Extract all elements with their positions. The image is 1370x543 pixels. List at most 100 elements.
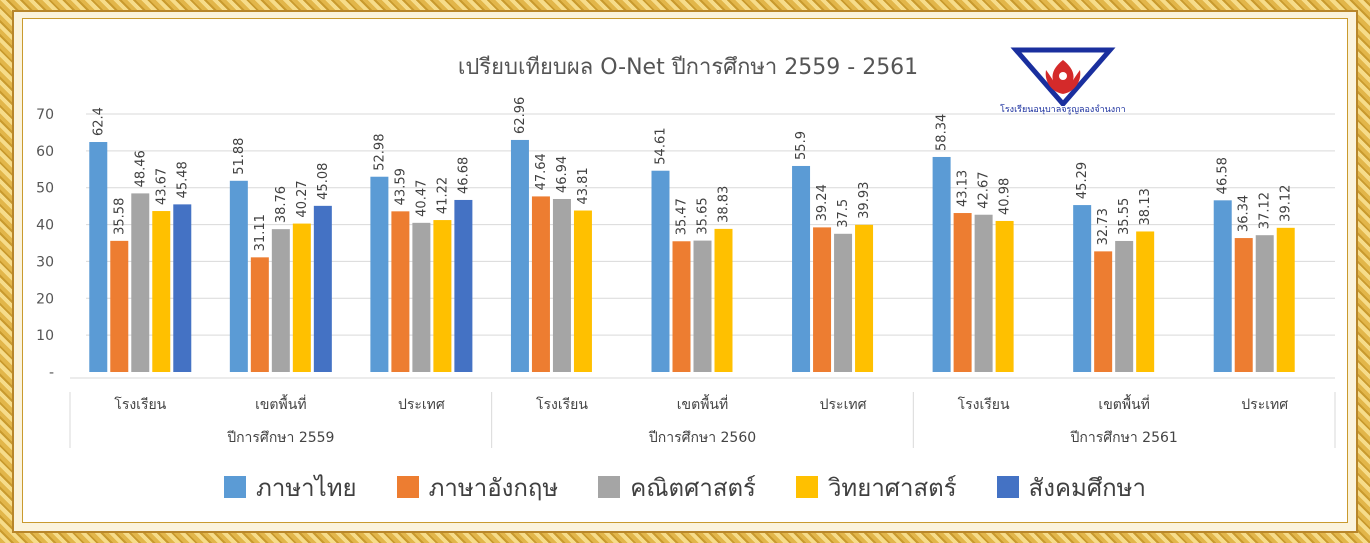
bar — [1255, 235, 1274, 372]
y-tick-label: 70 — [36, 107, 54, 123]
data-label: 40.27 — [295, 180, 310, 217]
data-label: 43.81 — [576, 167, 591, 204]
group-label: ปีการศึกษา 2559 — [227, 430, 335, 446]
legend-swatch-math — [598, 476, 621, 498]
legend-item-science: วิทยาศาสตร์ — [795, 468, 957, 507]
legend-swatch-science — [795, 476, 818, 498]
bar — [953, 213, 972, 372]
data-label: 37.5 — [836, 199, 851, 228]
bar — [995, 220, 1014, 372]
y-tick-label: 50 — [36, 181, 54, 197]
bar — [1213, 200, 1232, 372]
category-label: ประเทศ — [1241, 397, 1288, 413]
y-tick-label: 20 — [36, 291, 54, 307]
bar — [412, 222, 431, 372]
bar — [855, 224, 874, 372]
data-label: 38.76 — [274, 186, 289, 223]
bar — [1234, 238, 1253, 372]
bar — [1115, 240, 1134, 372]
y-tick-label: 60 — [36, 144, 54, 160]
bar — [510, 139, 529, 372]
bar — [229, 180, 248, 372]
data-label: 37.12 — [1258, 192, 1273, 229]
data-label: 32.73 — [1096, 208, 1111, 245]
legend-swatch-social — [996, 476, 1019, 498]
legend-item-social: สังคมศึกษา — [996, 468, 1146, 507]
bar — [714, 228, 733, 372]
legend-swatch-thai — [224, 476, 247, 498]
bar — [813, 227, 832, 372]
data-label: 39.12 — [1279, 185, 1294, 222]
bar — [391, 211, 410, 372]
legend-label-thai: ภาษาไทย — [256, 473, 357, 502]
category-label: ประเทศ — [820, 397, 867, 413]
bar — [531, 196, 550, 372]
group-label: ปีการศึกษา 2560 — [648, 430, 756, 446]
bar — [573, 210, 592, 372]
category-label: ประเทศ — [398, 397, 445, 413]
category-label: โรงเรียน — [958, 396, 1010, 413]
data-label: 45.48 — [175, 161, 190, 198]
data-label: 55.9 — [794, 131, 809, 160]
data-label: 47.64 — [534, 153, 549, 190]
bar — [173, 204, 192, 372]
bar — [974, 214, 993, 372]
data-label: 39.24 — [815, 184, 830, 221]
data-label: 46.68 — [456, 157, 471, 194]
school-emblem-icon — [1010, 47, 1116, 108]
bar — [433, 220, 452, 372]
legend-item-english: ภาษาอังกฤษ — [396, 468, 559, 507]
data-label: 35.55 — [1117, 198, 1132, 235]
legend-label-english: ภาษาอังกฤษ — [428, 473, 559, 502]
category-label: โรงเรียน — [114, 396, 166, 413]
bar — [370, 176, 389, 372]
legend-item-math: คณิตศาสตร์ — [598, 468, 756, 507]
school-logo: โรงเรียนอนุบาลจรูญลองจำนงการ — [1000, 46, 1126, 124]
bar — [792, 165, 811, 372]
data-label: 43.13 — [956, 170, 971, 207]
bar — [131, 193, 150, 372]
bar — [552, 198, 571, 372]
data-label: 62.4 — [91, 107, 106, 136]
bar — [932, 156, 951, 372]
data-label: 38.13 — [1138, 188, 1153, 225]
group-label: ปีการศึกษา 2561 — [1070, 430, 1178, 446]
data-label: 48.46 — [133, 150, 148, 187]
category-label: เขตพื้นที่ — [677, 394, 728, 413]
data-label: 43.67 — [154, 168, 169, 205]
bars — [89, 139, 1295, 372]
bar — [1276, 227, 1295, 372]
data-label: 41.22 — [435, 177, 450, 214]
bar — [1136, 231, 1155, 372]
legend-label-science: วิทยาศาสตร์ — [827, 473, 957, 502]
category-label: เขตพื้นที่ — [255, 394, 306, 413]
data-label: 35.58 — [112, 198, 127, 235]
bar — [1073, 205, 1092, 372]
data-label: 43.59 — [393, 168, 408, 205]
bar — [152, 211, 171, 372]
data-label: 36.34 — [1237, 195, 1252, 232]
bar — [693, 240, 712, 372]
data-label: 45.29 — [1075, 162, 1090, 199]
bar — [110, 240, 129, 372]
y-tick-label: 10 — [36, 328, 54, 344]
chart-title: เปรียบเทียบผล O-Net ปีการศึกษา 2559 - 25… — [458, 55, 918, 80]
chart-legend: ภาษาไทย ภาษาอังกฤษ คณิตศาสตร์ วิทยาศาสตร… — [0, 470, 1370, 504]
data-label: 58.34 — [935, 114, 950, 151]
data-label: 40.47 — [414, 180, 429, 217]
data-label: 45.08 — [316, 163, 331, 200]
category-label: โรงเรียน — [536, 396, 588, 413]
bar — [672, 241, 691, 372]
bar — [292, 223, 311, 372]
data-label: 42.67 — [977, 172, 992, 209]
bar — [89, 142, 108, 372]
data-label: 38.83 — [717, 186, 732, 223]
bar — [834, 233, 853, 372]
data-label: 52.98 — [372, 134, 387, 171]
bar — [313, 205, 332, 372]
y-tick-label: 30 — [36, 254, 54, 270]
legend-item-thai: ภาษาไทย — [224, 468, 357, 507]
bar — [454, 199, 473, 372]
data-label: 51.88 — [232, 138, 247, 175]
data-labels: 62.4 35.58 48.46 43.67 45.48 51.88 31.11 38.76 4… — [91, 97, 1293, 252]
